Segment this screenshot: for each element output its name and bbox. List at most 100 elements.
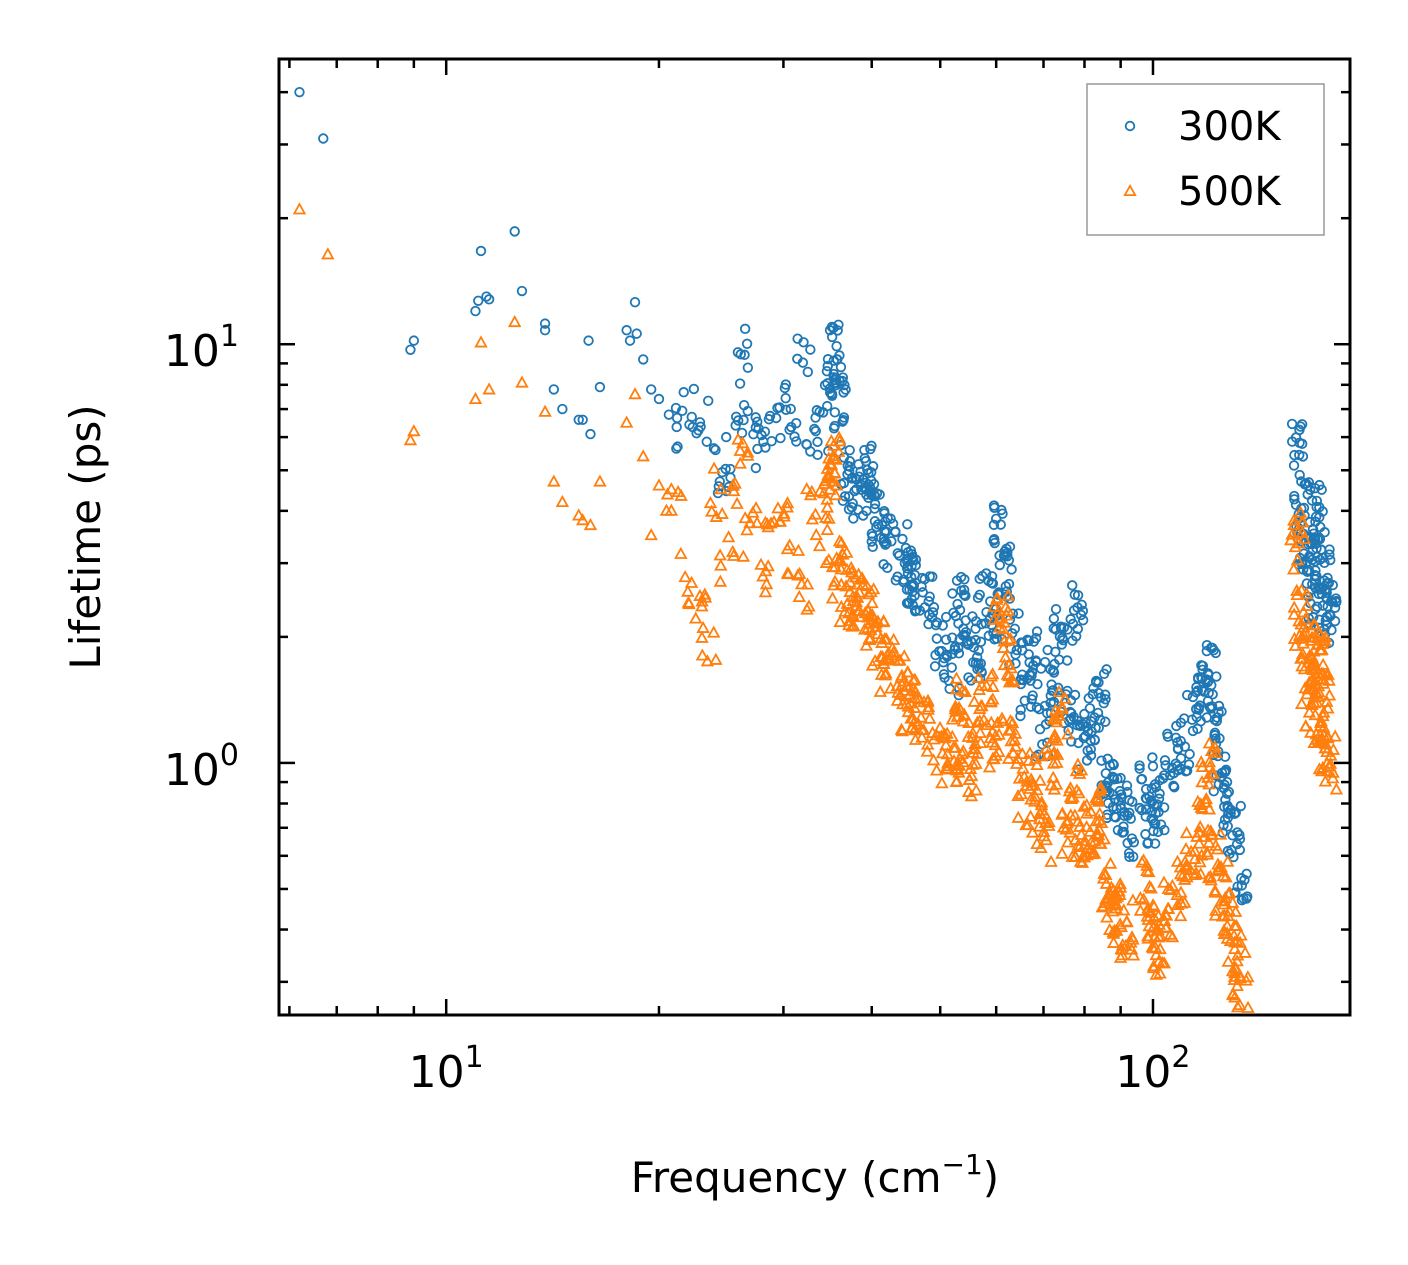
point-500k <box>743 516 757 529</box>
point-300k <box>1311 543 1322 554</box>
point-300k <box>1096 755 1107 766</box>
point-500k <box>1044 778 1058 791</box>
point-500k <box>1094 815 1109 829</box>
point-300k <box>941 651 953 662</box>
point-300k <box>473 295 484 306</box>
point-500k <box>929 763 944 776</box>
point-500k <box>1108 923 1122 936</box>
point-300k <box>775 432 786 444</box>
point-300k <box>1158 802 1170 813</box>
point-500k <box>971 670 986 683</box>
point-300k <box>1288 460 1300 471</box>
point-300k <box>1221 776 1233 788</box>
point-500k <box>1303 725 1318 738</box>
point-500k <box>822 511 836 524</box>
point-300k <box>1214 733 1225 744</box>
point-500k <box>821 467 835 481</box>
point-500k <box>714 482 728 495</box>
point-500k <box>988 738 1002 751</box>
point-500k <box>915 730 929 743</box>
point-500k <box>1317 705 1331 718</box>
x-tick-labels: 101 102 <box>409 1040 1191 1098</box>
point-500k <box>791 543 806 556</box>
point-300k <box>1294 469 1305 481</box>
point-300k <box>1083 693 1094 704</box>
point-300k <box>907 586 918 597</box>
point-500k <box>1077 799 1091 812</box>
point-300k <box>1042 644 1053 656</box>
point-300k <box>1319 557 1330 569</box>
point-300k <box>947 588 958 599</box>
point-500k <box>1050 733 1064 746</box>
point-300k <box>750 412 761 423</box>
point-300k <box>1191 711 1202 723</box>
point-500k <box>949 682 964 695</box>
point-300k <box>970 616 982 627</box>
point-500k <box>1202 736 1217 749</box>
point-500k <box>1072 839 1087 853</box>
point-300k <box>594 381 606 393</box>
point-500k <box>791 568 805 581</box>
point-300k <box>1100 716 1111 727</box>
point-500k <box>1206 766 1220 779</box>
point-300k <box>318 133 329 144</box>
point-500k <box>1192 836 1206 849</box>
point-300k <box>1013 608 1024 619</box>
point-300k <box>812 449 823 461</box>
point-500k <box>1313 642 1327 655</box>
point-300k <box>829 407 841 418</box>
point-500k <box>966 726 980 739</box>
point-300k <box>780 379 792 390</box>
point-300k <box>1201 645 1212 657</box>
point-300k <box>869 498 881 510</box>
point-500k <box>696 620 710 633</box>
point-300k <box>405 344 416 355</box>
point-500k <box>482 382 496 395</box>
point-300k <box>940 611 952 623</box>
point-500k <box>1021 817 1035 831</box>
legend-marker-500k <box>1123 183 1137 197</box>
point-500k <box>832 430 846 443</box>
point-300k <box>1149 838 1161 849</box>
point-500k <box>1287 607 1301 620</box>
point-300k <box>734 378 746 389</box>
point-300k <box>1219 779 1230 791</box>
point-300k <box>869 503 880 514</box>
point-300k <box>949 644 960 655</box>
point-500k <box>705 504 719 517</box>
point-300k <box>1122 837 1133 849</box>
point-300k <box>970 634 981 646</box>
point-300k <box>1098 698 1109 709</box>
point-300k <box>1232 881 1243 892</box>
point-500k <box>1288 638 1303 651</box>
point-500k <box>838 604 852 617</box>
point-500k <box>1074 827 1089 840</box>
point-300k <box>1134 802 1145 814</box>
point-300k <box>1289 490 1300 502</box>
point-300k <box>1321 584 1332 596</box>
point-300k <box>1003 578 1015 590</box>
point-500k <box>1001 751 1016 764</box>
point-300k <box>878 536 890 548</box>
point-300k <box>1149 818 1160 829</box>
point-500k <box>1059 822 1073 835</box>
point-500k <box>1299 587 1314 600</box>
point-300k <box>694 417 706 428</box>
point-300k <box>1077 605 1089 617</box>
point-300k <box>1028 660 1039 671</box>
point-500k <box>1209 903 1223 916</box>
point-500k <box>1291 525 1305 538</box>
point-300k <box>971 651 983 663</box>
point-500k <box>1290 583 1304 596</box>
point-300k <box>1023 635 1034 647</box>
point-500k <box>1227 969 1242 982</box>
point-300k <box>1172 760 1183 772</box>
point-300k <box>869 516 881 527</box>
point-500k <box>1297 620 1311 633</box>
point-500k <box>715 506 729 519</box>
point-300k <box>833 319 844 330</box>
point-500k <box>1136 892 1151 905</box>
point-500k <box>956 714 971 727</box>
point-300k <box>1235 800 1247 812</box>
point-300k <box>539 325 551 336</box>
